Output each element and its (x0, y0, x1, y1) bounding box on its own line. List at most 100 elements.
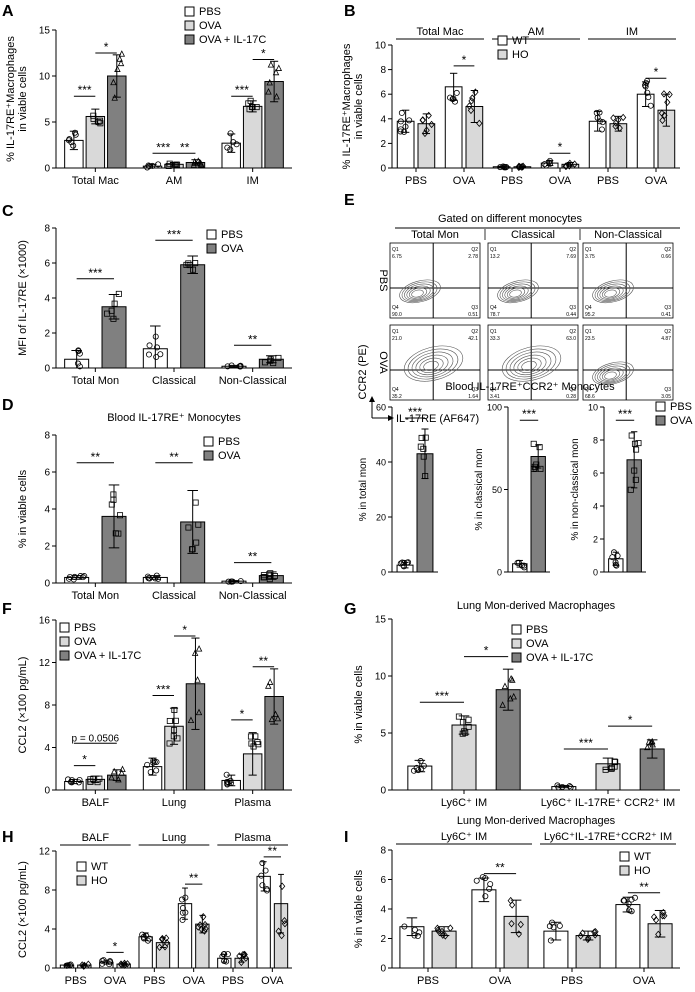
y-tick-label: 4 (44, 743, 50, 754)
data-point (591, 928, 598, 936)
data-point (170, 733, 177, 740)
data-point (596, 118, 603, 125)
data-point (266, 576, 273, 583)
data-point (201, 927, 208, 935)
data-point (224, 951, 231, 958)
q4-value: 90.0 (392, 312, 402, 318)
data-point (259, 859, 266, 866)
contour-ring (604, 289, 617, 298)
data-point (406, 117, 413, 124)
data-point (402, 123, 409, 130)
data-point (155, 575, 162, 582)
legend-label: PBS (218, 436, 240, 448)
significance-label: ** (259, 654, 269, 668)
q4-value: 68.6 (585, 394, 595, 400)
q4-tag: Q4 (585, 305, 592, 311)
significance-label: *** (78, 83, 92, 97)
data-point (566, 159, 574, 168)
flow-plot-frame (389, 242, 481, 319)
data-point (635, 440, 642, 447)
data-point (401, 128, 408, 135)
contour-ring (501, 345, 562, 382)
legend-label: WT (91, 861, 108, 873)
data-point (90, 115, 97, 122)
data-point (414, 933, 421, 940)
group-title: IM (626, 26, 638, 38)
y-tick-label: 16 (39, 616, 51, 627)
y-tick-label: 0 (44, 164, 50, 175)
data-point (401, 923, 408, 930)
q2-value: 7.69 (566, 254, 576, 260)
data-point (192, 499, 199, 506)
data-point (273, 92, 280, 100)
data-point (182, 909, 189, 916)
q3-tag: Q3 (664, 305, 671, 311)
data-point (64, 776, 71, 783)
data-point (96, 775, 103, 782)
data-point (110, 78, 117, 86)
legend-label: PBS (221, 229, 243, 241)
data-point (247, 733, 254, 740)
legend-label: PBS (526, 624, 548, 636)
data-point (253, 104, 260, 111)
y-axis-label: CCL2 (×100 pg/mL) (17, 861, 29, 958)
data-point (612, 122, 619, 130)
y-tick-label: 8 (380, 846, 386, 857)
contour-ring (407, 348, 459, 380)
bar (242, 105, 263, 169)
data-point (258, 872, 265, 879)
bar (615, 904, 641, 969)
chart-b: 0 2 4 6 8 10 % IL-17RE⁺Macrophages in viable ce… (341, 26, 680, 187)
q2-value: 0.66 (661, 254, 671, 260)
contour-ring (513, 354, 547, 376)
data-point (620, 113, 627, 122)
data-point (239, 950, 247, 959)
data-point (442, 932, 449, 940)
data-point (532, 465, 539, 472)
y-tick-label: 0 (380, 786, 386, 797)
x-tick-label: OVA (182, 975, 205, 987)
x-tick-label: OVA (261, 975, 284, 987)
x-tick-label: Total Mac (72, 175, 120, 187)
data-point (266, 78, 273, 86)
x-tick-label: PBS (501, 175, 523, 187)
data-point (596, 109, 603, 116)
data-point (152, 575, 159, 582)
data-point (255, 741, 262, 748)
data-point (632, 476, 639, 483)
data-point (556, 922, 563, 929)
data-point (267, 61, 275, 68)
data-point (118, 50, 126, 57)
data-point (533, 461, 540, 468)
data-point (476, 119, 483, 128)
q4-tag: Q4 (490, 305, 497, 311)
data-point (165, 162, 172, 169)
contour-ring (399, 279, 441, 304)
data-point (449, 96, 456, 103)
data-point (150, 757, 157, 764)
data-point (455, 713, 462, 720)
data-point (115, 775, 122, 783)
y-tick-label: 4 (380, 114, 386, 125)
data-point (268, 715, 276, 723)
data-point (227, 130, 234, 137)
q3-value: 0.44 (566, 312, 576, 318)
data-point (171, 727, 178, 734)
data-point (275, 64, 283, 71)
data-point (245, 100, 252, 107)
data-point (644, 89, 651, 96)
significance-label: *** (235, 83, 249, 97)
data-point (659, 116, 666, 125)
contour-ring (592, 361, 634, 386)
contour-ring (604, 371, 617, 380)
data-point (515, 559, 522, 566)
y-tick-label: 15 (39, 26, 51, 37)
significance-label: * (558, 140, 563, 154)
data-point (599, 119, 606, 126)
data-point (397, 118, 404, 125)
data-point (108, 501, 115, 508)
y-tick-label: 20 (376, 513, 386, 523)
significance-label: * (261, 46, 266, 60)
